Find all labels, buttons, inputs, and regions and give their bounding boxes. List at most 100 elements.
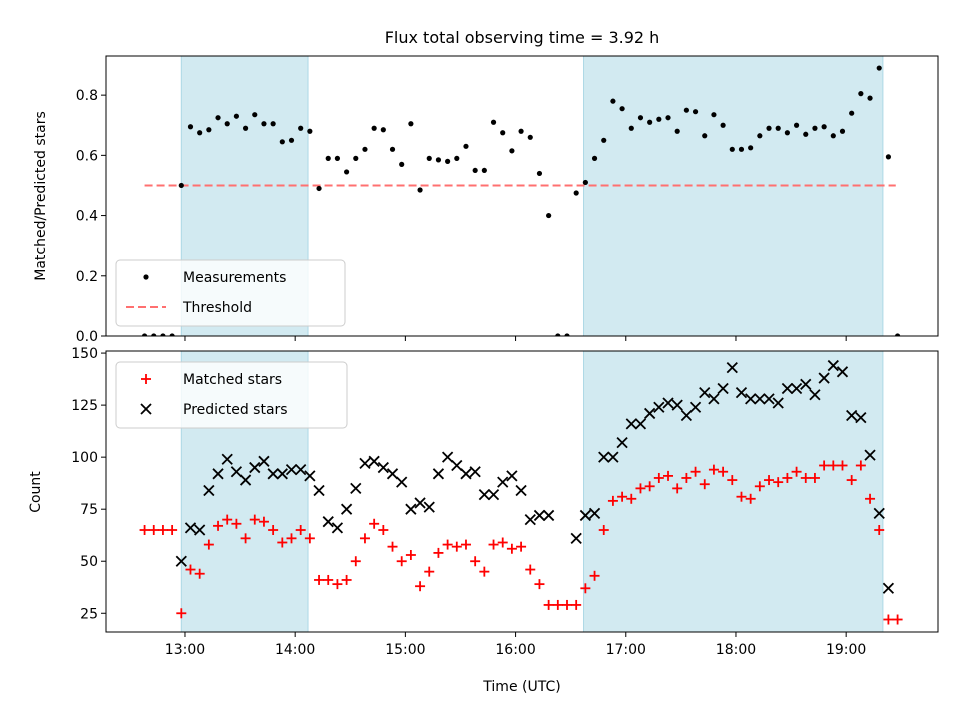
matched-star-marker xyxy=(809,472,820,483)
measurement-point xyxy=(894,333,901,336)
matched-star-marker xyxy=(708,464,719,475)
matched-star-marker xyxy=(883,614,894,625)
predicted-star-marker xyxy=(313,484,325,497)
measurement-point xyxy=(500,130,506,136)
predicted-star-marker xyxy=(497,476,509,488)
measurement-point xyxy=(380,127,386,133)
x-stroke-b xyxy=(212,468,224,480)
x-stroke-b xyxy=(441,451,454,463)
predicted-star-marker xyxy=(653,401,665,413)
x-stroke-b xyxy=(754,393,766,405)
legend-label: Matched stars xyxy=(183,372,282,388)
matched-star-marker xyxy=(314,574,325,585)
legend: Measurements Threshold xyxy=(115,259,346,327)
measurement-point xyxy=(417,187,423,193)
matched-star-marker xyxy=(672,483,683,494)
chart-title: Flux total observing time = 3.92 h xyxy=(385,28,660,47)
x-stroke-b xyxy=(745,393,757,405)
matched-star-marker xyxy=(341,574,352,585)
matched-star-marker xyxy=(424,566,435,577)
x-stroke-b xyxy=(735,386,748,399)
top-y-axis-label: Matched/Predicted stars xyxy=(33,111,49,281)
x-stroke-b xyxy=(790,382,803,395)
predicted-star-marker xyxy=(295,464,307,476)
predicted-star-marker xyxy=(331,522,344,534)
predicted-star-marker xyxy=(386,468,399,480)
matched-star-marker xyxy=(865,493,876,504)
measurement-point xyxy=(307,128,313,134)
measurement-point xyxy=(720,122,726,128)
measurement-point xyxy=(316,185,322,192)
x-stroke-b xyxy=(331,522,344,534)
measurement-point xyxy=(371,125,377,131)
matched-star-marker xyxy=(497,537,508,548)
x-stroke-b xyxy=(221,453,233,465)
predicted-star-marker xyxy=(671,399,683,411)
predicted-star-marker xyxy=(322,516,334,528)
measurement-point xyxy=(481,167,487,174)
x-stroke-b xyxy=(616,436,628,449)
measurement-point xyxy=(647,119,653,125)
measurement-point xyxy=(288,137,295,143)
matched-star-marker xyxy=(268,525,279,536)
y-tick-label: 50 xyxy=(80,554,98,570)
matched-star-marker xyxy=(350,556,361,567)
x-stroke-b xyxy=(818,372,830,384)
matched-star-marker xyxy=(718,466,729,477)
matched-star-marker xyxy=(249,514,260,525)
predicted-star-marker xyxy=(818,372,830,384)
x-stroke-b xyxy=(304,470,316,482)
x-stroke-b xyxy=(570,532,582,544)
data-points xyxy=(139,359,903,625)
measurement-point xyxy=(389,146,396,152)
measurement-point xyxy=(454,155,460,161)
measurement-point xyxy=(628,125,634,131)
y-tick-label: 0.2 xyxy=(76,269,98,285)
matched-star-marker xyxy=(552,599,563,610)
matched-star-marker xyxy=(295,525,306,536)
measurement-point xyxy=(509,148,515,154)
x-stroke-b xyxy=(377,461,389,474)
matched-star-marker xyxy=(387,541,398,552)
matched-star-marker xyxy=(525,564,536,575)
predicted-star-marker xyxy=(772,397,784,409)
predicted-star-marker xyxy=(377,461,389,474)
matched-star-marker xyxy=(764,475,775,486)
measurement-point xyxy=(178,182,184,189)
x-stroke-b xyxy=(175,555,187,567)
matched-star-marker xyxy=(167,525,178,536)
x-stroke-b xyxy=(239,474,252,486)
measurement-point xyxy=(252,112,258,118)
x-stroke-b xyxy=(322,516,334,528)
predicted-star-marker xyxy=(451,459,463,472)
measurement-point xyxy=(564,333,570,336)
predicted-star-marker xyxy=(359,457,371,470)
x-stroke-b xyxy=(497,476,509,488)
x-stroke-b xyxy=(350,482,362,495)
x-tick-label: 18:00 xyxy=(716,642,756,658)
predicted-star-marker xyxy=(763,393,775,405)
x-stroke-b xyxy=(478,488,490,501)
x-stroke-b xyxy=(708,393,720,405)
legend-box xyxy=(115,361,348,429)
x-stroke-b xyxy=(827,359,839,372)
x-stroke-b xyxy=(313,484,325,497)
x-stroke-b xyxy=(680,409,693,422)
matched-star-marker xyxy=(222,514,233,525)
y-tick-label: 0.0 xyxy=(76,329,98,345)
x-stroke-b xyxy=(451,459,463,472)
predicted-star-marker xyxy=(689,401,702,413)
matched-star-marker xyxy=(571,599,582,610)
measurement-point xyxy=(619,106,625,112)
measurement-point xyxy=(399,161,405,167)
predicted-star-marker xyxy=(864,449,876,461)
measurement-point xyxy=(408,121,414,127)
predicted-star-marker xyxy=(276,468,288,480)
measurement-point xyxy=(821,124,827,130)
measurement-point xyxy=(261,121,267,127)
x-stroke-b xyxy=(588,507,601,519)
matched-star-marker xyxy=(516,541,527,552)
x-tick-label: 13:00 xyxy=(165,642,205,658)
matched-star-marker xyxy=(231,518,242,529)
measurement-point xyxy=(692,109,699,115)
